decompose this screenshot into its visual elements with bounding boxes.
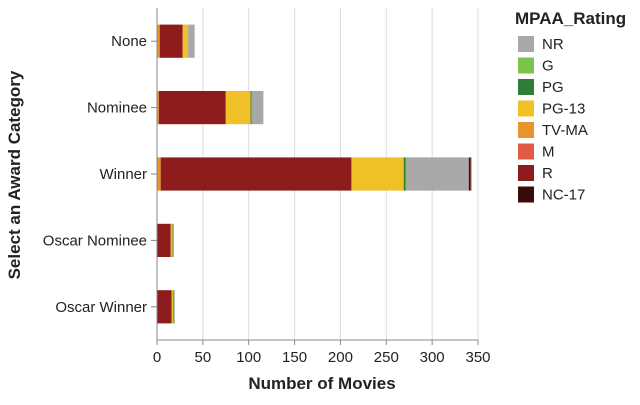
y-tick-label: None (111, 33, 147, 50)
bar-r-none (159, 24, 183, 58)
bar-m-winner (470, 157, 472, 191)
bar-tv-ma-none (157, 24, 160, 58)
x-tick-label: 100 (236, 349, 261, 366)
bar-r-oscar-winner (157, 290, 172, 324)
bar-pg-13-oscar-nominee (170, 223, 173, 257)
y-tick-label: Oscar Nominee (43, 232, 147, 249)
x-tick-label: 200 (328, 349, 353, 366)
legend-label-pg-13: PG-13 (542, 101, 585, 118)
y-axis-title: Select an Award Category (5, 70, 24, 279)
axes: 0 50 100 150 200 250 300 350 None Nominee Winner Os… (43, 8, 491, 366)
bar-pg-winner (403, 157, 406, 191)
bar-nr-winner (406, 157, 469, 191)
bar-g-winner (405, 157, 407, 191)
bar-nr-none (188, 24, 195, 58)
legend-label-tv-ma: TV-MA (542, 122, 588, 139)
bar-r-winner (160, 157, 352, 191)
legend-label-m: M (542, 144, 555, 161)
legend-swatch-m (518, 143, 534, 160)
x-axis-title: Number of Movies (248, 374, 395, 393)
legend-title: MPAA_Rating (515, 9, 626, 28)
x-tick-label: 50 (195, 349, 212, 366)
x-tick-label: 150 (282, 349, 307, 366)
x-tick-label: 300 (420, 349, 445, 366)
bar-pg-oscar-winner (173, 290, 175, 324)
bar-tv-ma-nominee (157, 91, 159, 125)
bar-pg-nominee (250, 91, 252, 125)
bar-pg-13-nominee (225, 91, 251, 125)
legend-swatch-r (518, 165, 534, 181)
bar-pg-oscar-nominee (172, 223, 174, 257)
y-tick-label: Nominee (87, 100, 147, 117)
bar-r-nominee (158, 91, 226, 125)
bar-pg-13-winner (351, 157, 404, 191)
x-tick-label: 250 (374, 349, 399, 366)
legend-swatch-tv-ma (518, 122, 534, 138)
y-tick-label: Oscar Winner (55, 299, 147, 316)
bar-r-oscar-nominee (157, 223, 171, 257)
legend-swatch-nr (518, 36, 534, 52)
bar-tv-ma-winner (157, 157, 161, 191)
legend-label-g: G (542, 58, 554, 75)
legend-swatch-pg (518, 79, 534, 95)
x-tick-label: 0 (153, 349, 161, 366)
legend-label-pg: PG (542, 79, 564, 96)
legend-swatch-nc-17 (518, 186, 534, 203)
bar-pg-13-none (182, 24, 189, 58)
bar-pg-13-oscar-winner (171, 290, 174, 324)
legend-swatch-pg-13 (518, 100, 534, 117)
legend-swatch-g (518, 57, 534, 74)
bars (157, 24, 472, 324)
legend-label-nr: NR (542, 36, 564, 53)
bar-nc-17-winner (468, 157, 471, 191)
legend-label-nc-17: NC-17 (542, 187, 585, 204)
legend-label-r: R (542, 165, 553, 182)
x-tick-label: 350 (465, 349, 490, 366)
bar-nr-nominee (251, 91, 264, 125)
legend: NR G PG PG-13 TV-MA MR NC-17 (518, 36, 588, 204)
y-tick-label: Winner (99, 166, 147, 183)
